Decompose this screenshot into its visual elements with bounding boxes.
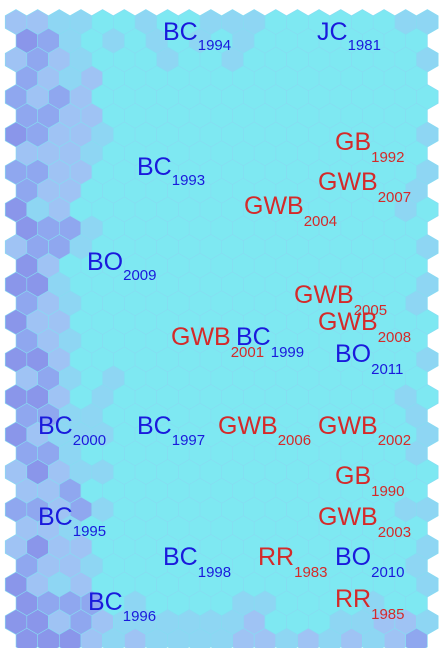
- label-bc: BC2000: [38, 412, 106, 449]
- label-gwb: GWB2006: [218, 412, 311, 449]
- label-bo: BO2010: [335, 543, 405, 581]
- label-gwb: GWB2002: [318, 412, 411, 449]
- label-bo: BO2011: [335, 340, 403, 378]
- label-gwb: GWB2005: [294, 281, 387, 319]
- label-gwb: GWB2008: [318, 308, 411, 346]
- label-gb: GB1990: [335, 462, 405, 500]
- label-bc: BC1995: [38, 503, 106, 540]
- label-gwb: GWB2004: [244, 192, 337, 230]
- label-gb: GB1992: [335, 128, 405, 166]
- label-bc: BC1999: [236, 323, 304, 361]
- label-bc: BC1998: [163, 543, 231, 581]
- label-layer: BC1994 JC1981 GB1992 BC1993 GWB2007 GWB2…: [38, 18, 411, 625]
- label-bc: BC1993: [137, 153, 205, 189]
- label-bc: BC1996: [88, 588, 156, 625]
- hex-cell: [405, 627, 428, 648]
- label-gwb: GWB2003: [318, 503, 411, 541]
- label-rr: RR1985: [335, 585, 404, 623]
- hexagon-grid: [4, 9, 439, 648]
- label-gwb: GWB2001: [171, 323, 264, 361]
- label-gwb: GWB2007: [318, 168, 411, 206]
- label-bo: BO2009: [87, 248, 157, 284]
- label-bc: BC1997: [137, 412, 205, 449]
- label-jc: JC1981: [317, 18, 381, 54]
- label-bc: BC1994: [163, 18, 231, 54]
- label-rr: RR1983: [258, 543, 327, 581]
